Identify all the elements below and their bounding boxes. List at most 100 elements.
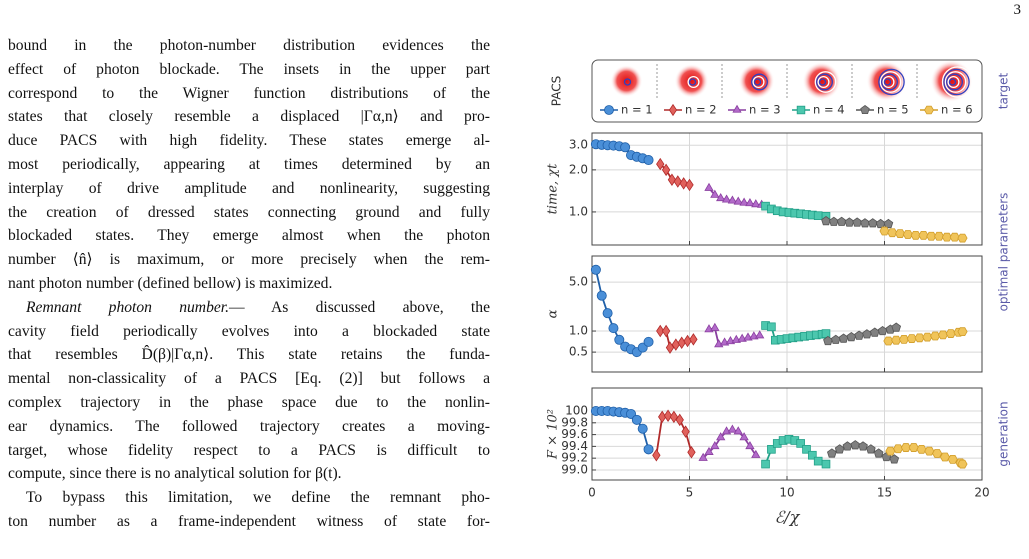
data-point	[643, 444, 654, 455]
data-point	[643, 336, 654, 347]
x-tick-label: 5	[686, 486, 694, 500]
data-point	[883, 336, 894, 346]
text-line: duce PACS with high fidelity. These stat…	[8, 132, 490, 150]
data-point	[947, 454, 958, 464]
plot-frame	[591, 387, 983, 481]
data-point	[661, 163, 671, 177]
data-point	[885, 446, 896, 456]
text-line: complex trajectory in the phase space du…	[8, 394, 490, 411]
side-label: optimal parameters	[997, 193, 1011, 312]
data-point	[821, 459, 831, 469]
wigner-ring	[751, 73, 768, 91]
legend-label: n = 1	[621, 103, 653, 117]
text-line: target, whose fidelity respect to a PACS…	[8, 441, 490, 459]
data-point	[721, 194, 732, 203]
data-point	[667, 173, 677, 186]
data-point	[836, 216, 847, 226]
data-point	[661, 324, 671, 338]
data-point	[663, 409, 673, 422]
text-line: ear dynamics. The followed trajectory cr…	[8, 417, 490, 435]
text-line: interplay of drive amplitude and nonline…	[8, 179, 490, 197]
data-point	[846, 331, 857, 342]
text-line: most periodically, appearing at times de…	[8, 156, 490, 173]
wigner-insets	[610, 60, 974, 102]
wigner-blob	[674, 64, 709, 98]
text-line: that resembles D̂(β)|Γα,n⟩. This state r…	[8, 346, 490, 364]
data-point	[673, 175, 682, 188]
data-point	[834, 444, 845, 454]
inset-side-label: target	[997, 72, 1011, 109]
data-point	[665, 341, 675, 354]
y-tick-label: 99.6	[561, 427, 588, 441]
y-axis-label: time, χt	[546, 163, 561, 215]
text-line: number ⟨n̂⟩ is maximum, or more precisel…	[8, 251, 490, 269]
wigner-ring	[947, 75, 960, 89]
data-point	[869, 327, 880, 337]
data-point	[889, 454, 900, 464]
wigner-blob	[610, 65, 643, 97]
data-point	[685, 178, 694, 192]
data-point	[704, 182, 714, 191]
data-point	[945, 329, 956, 338]
wigner-blob	[738, 63, 775, 99]
data-point	[698, 452, 708, 461]
legend-marker	[668, 103, 678, 117]
data-point	[842, 441, 853, 451]
data-point	[906, 334, 917, 343]
data-point	[687, 446, 696, 459]
data-point	[902, 230, 913, 239]
wigner-ring	[882, 75, 895, 89]
data-point	[895, 229, 906, 238]
data-point	[620, 142, 631, 153]
data-point	[608, 323, 619, 334]
data-point	[844, 217, 855, 227]
wigner-ring	[814, 71, 837, 93]
data-point	[934, 231, 945, 241]
wigner-ring	[816, 73, 833, 91]
text-line: correspond to the Wigner function distri…	[8, 84, 490, 102]
x-tick-label: 15	[877, 486, 892, 500]
data-point	[854, 330, 864, 340]
legend-marker	[860, 105, 870, 115]
wigner-ring	[818, 78, 827, 86]
data-point	[858, 441, 868, 451]
data-point	[689, 333, 698, 346]
data-point	[710, 189, 720, 198]
wigner-ring	[944, 71, 967, 93]
data-point	[914, 333, 925, 343]
data-point	[893, 444, 904, 454]
x-tick-label: 10	[779, 486, 794, 500]
data-point	[802, 445, 811, 454]
data-point	[924, 446, 935, 456]
data-point	[727, 195, 738, 204]
y-axis-label: α	[546, 309, 561, 318]
plot-frame	[591, 255, 983, 373]
data-point	[602, 308, 613, 319]
y-tick-label: 0.5	[569, 345, 588, 359]
data-point	[926, 231, 937, 241]
y-tick-label: 99.8	[561, 415, 588, 429]
y-axis-label: F × 10²	[546, 409, 561, 460]
data-point	[941, 232, 952, 242]
legend-marker	[924, 105, 934, 115]
wigner-ring	[943, 68, 970, 96]
data-point	[852, 217, 863, 227]
data-point	[821, 215, 831, 226]
wigner-ring	[687, 75, 700, 89]
data-point	[745, 440, 755, 450]
data-point	[751, 199, 761, 208]
data-point	[704, 446, 714, 455]
y-tick-label: 99.2	[561, 451, 588, 465]
wigner-ring	[941, 66, 974, 98]
y-tick-label: 1.0	[569, 324, 588, 338]
data-point	[939, 452, 951, 462]
data-point	[828, 216, 839, 226]
data-point	[891, 335, 902, 345]
data-point	[930, 331, 941, 341]
text-line: mental non-classicality of a PACS [Eq. (…	[8, 370, 490, 388]
data-point	[626, 408, 637, 419]
legend-label: n = 5	[877, 103, 909, 117]
y-tick-label: 5.0	[569, 275, 588, 289]
